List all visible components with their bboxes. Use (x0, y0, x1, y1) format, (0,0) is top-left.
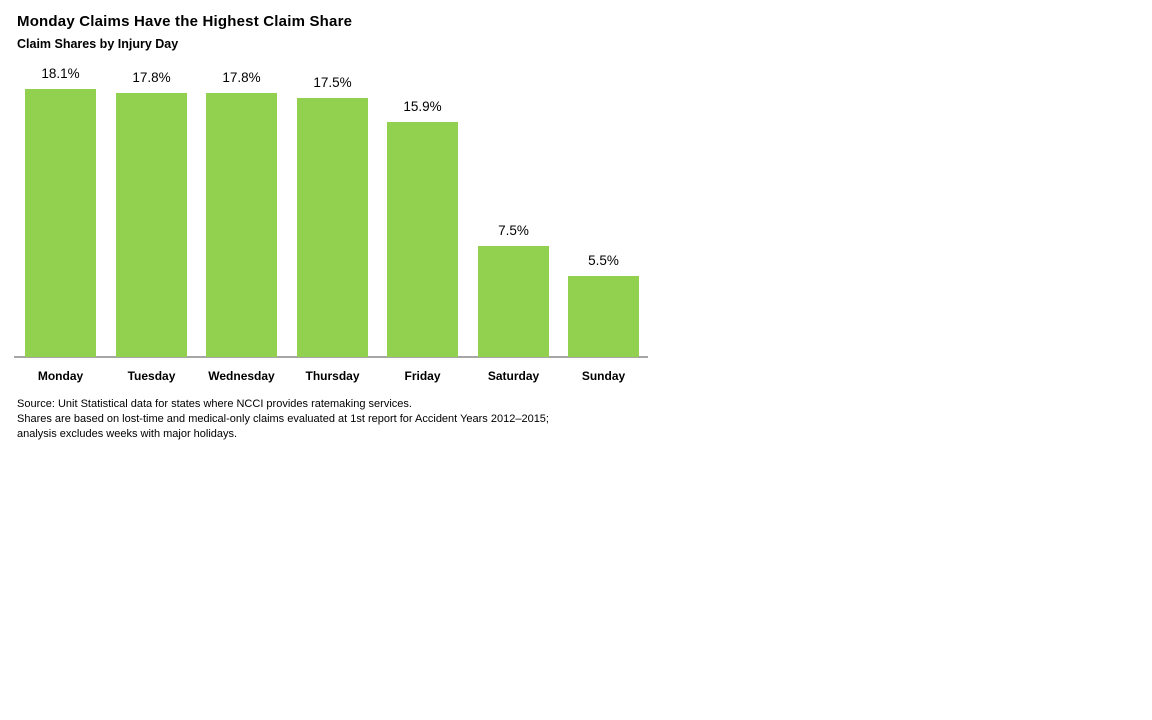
bar-sunday (568, 276, 639, 357)
bar-saturday (478, 246, 549, 357)
data-label-thursday: 17.5% (313, 75, 352, 90)
x-axis-label-wednesday: Wednesday (208, 369, 275, 383)
x-axis-label-saturday: Saturday (487, 369, 540, 383)
chart-subtitle: Claim Shares by Injury Day (17, 37, 179, 51)
data-label-saturday: 7.5% (498, 223, 529, 238)
footnote-methodology-line: Shares are based on lost-time and medica… (17, 413, 549, 425)
footnote-exclusion-line: analysis excludes weeks with major holid… (17, 428, 238, 440)
x-axis-label-friday: Friday (404, 369, 441, 383)
data-label-monday: 18.1% (41, 66, 80, 81)
bar-monday (25, 89, 96, 357)
chart-title: Monday Claims Have the Highest Claim Sha… (17, 13, 353, 30)
bar-tuesday (116, 93, 187, 357)
chart-footnotes: Source: Unit Statistical data for states… (17, 397, 549, 442)
data-label-wednesday: 17.8% (222, 70, 261, 85)
data-label-tuesday: 17.8% (132, 70, 171, 85)
x-axis-label-thursday: Thursday (305, 369, 360, 383)
x-axis-label-tuesday: Tuesday (127, 369, 176, 383)
bar-chart: 18.1% Monday 17.8% Tuesday 17.8% Wednesday 17.… (0, 0, 700, 460)
data-label-sunday: 5.5% (588, 253, 619, 268)
bar-wednesday (206, 93, 277, 357)
data-label-friday: 15.9% (403, 99, 442, 114)
bar-thursday (297, 98, 368, 357)
bar-friday (387, 122, 458, 357)
footnote-source-line: Source: Unit Statistical data for states… (17, 398, 412, 410)
x-axis-label-sunday: Sunday (581, 369, 626, 383)
x-axis-line (14, 356, 648, 358)
x-axis-label-monday: Monday (37, 369, 84, 383)
